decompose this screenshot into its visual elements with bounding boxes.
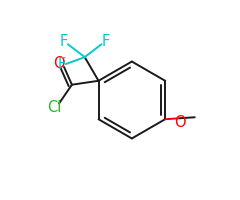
Text: F: F	[58, 57, 66, 72]
Text: F: F	[101, 34, 109, 49]
Text: O: O	[53, 56, 64, 71]
Text: Cl: Cl	[47, 100, 61, 115]
Text: O: O	[174, 115, 186, 130]
Text: F: F	[60, 34, 68, 49]
